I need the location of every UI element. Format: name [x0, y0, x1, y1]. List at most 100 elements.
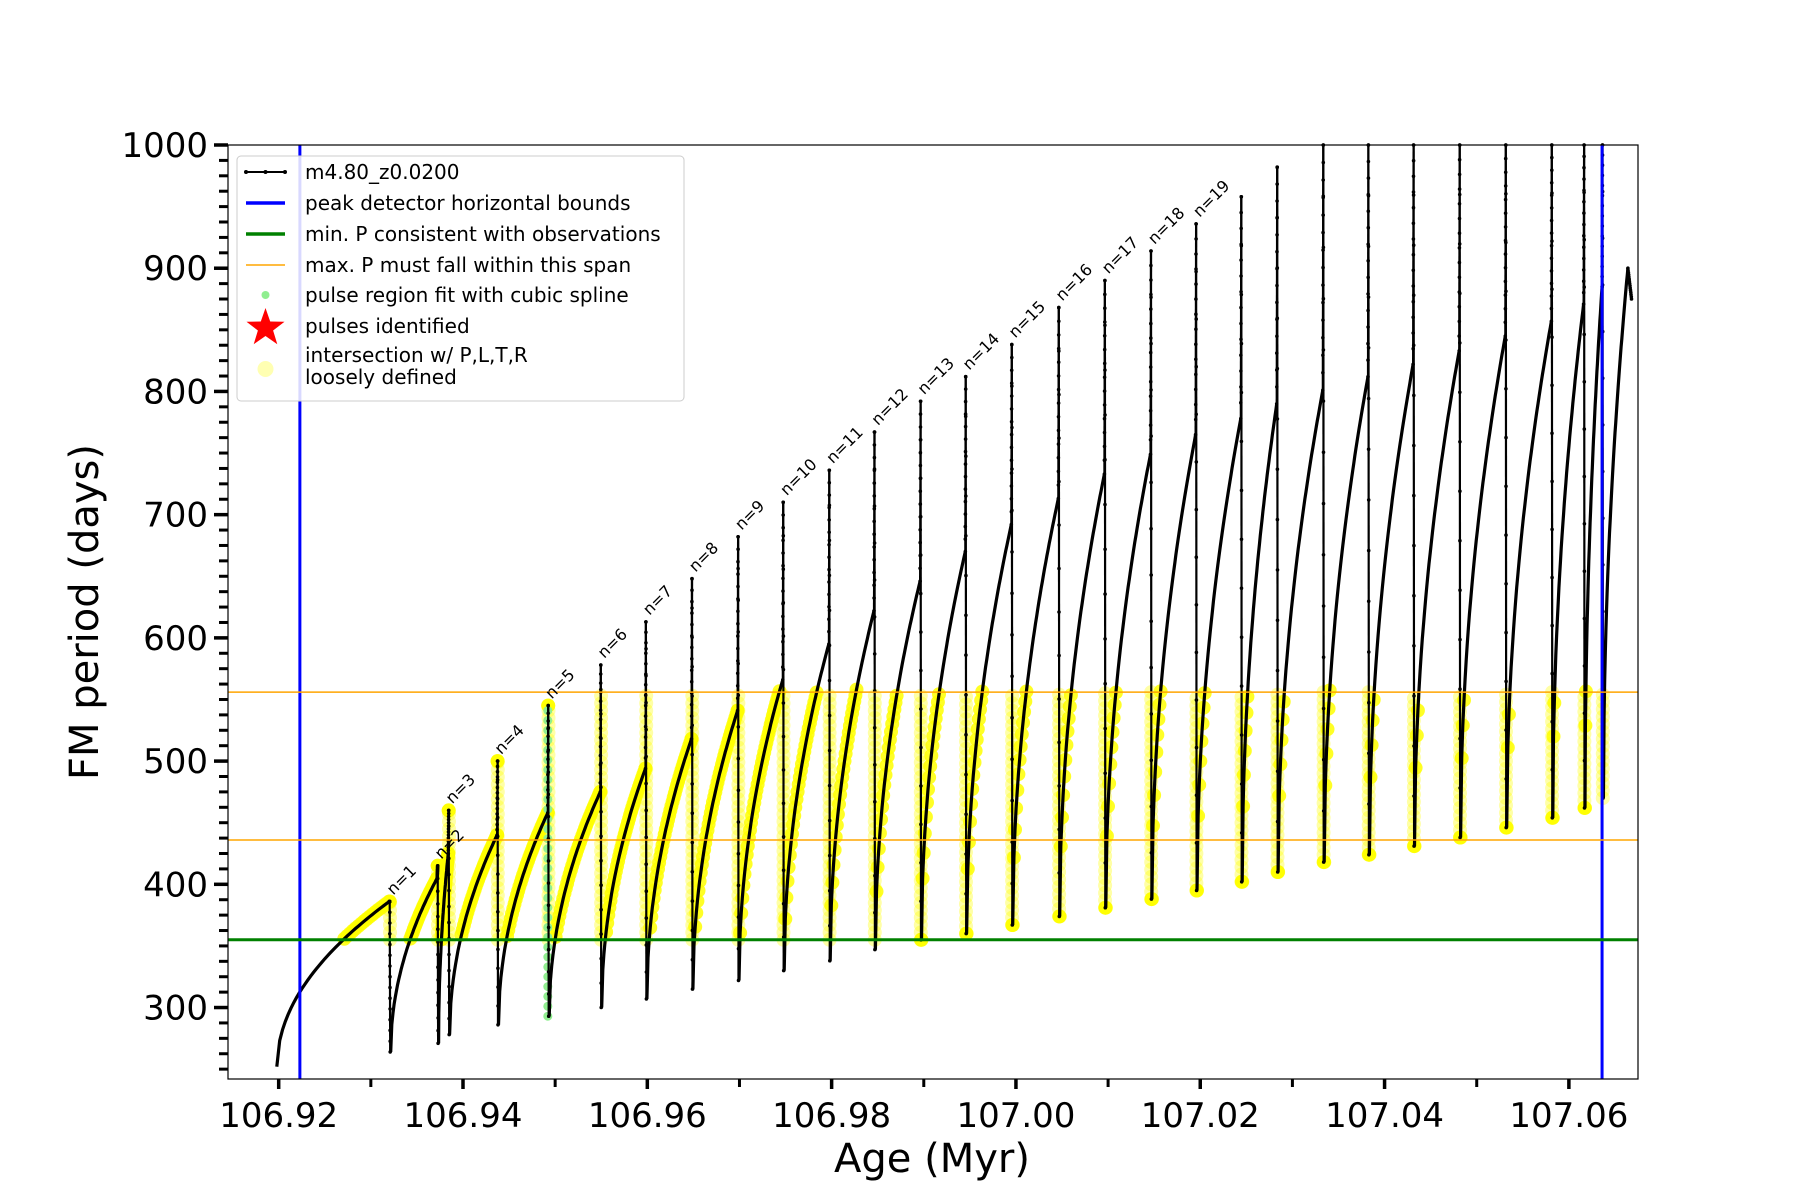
track-point	[690, 694, 694, 698]
track-point	[644, 754, 648, 759]
track-point	[1504, 289, 1508, 294]
track-point	[495, 834, 500, 839]
track-point	[644, 700, 648, 705]
track-cycle	[782, 643, 831, 971]
track-point	[1411, 293, 1416, 298]
track-point	[546, 970, 551, 974]
track-point	[827, 783, 832, 788]
track-point	[388, 985, 392, 990]
track-point	[1366, 548, 1371, 553]
track-point	[781, 567, 786, 571]
track-point	[1550, 431, 1554, 436]
track-point	[1194, 269, 1198, 274]
track-point	[1275, 517, 1280, 522]
track-point	[1010, 550, 1014, 554]
track-point	[1194, 222, 1198, 226]
track-point	[1010, 633, 1014, 637]
track-point	[964, 613, 968, 618]
track-point	[1149, 295, 1153, 300]
track-point	[1103, 502, 1107, 507]
track-point	[495, 797, 500, 801]
track-cycle	[437, 853, 450, 1044]
track-point	[827, 573, 832, 578]
track-point	[690, 840, 695, 845]
pulse-label: n=18	[1144, 203, 1188, 247]
track-point	[1504, 192, 1508, 196]
track-point	[599, 761, 603, 765]
pulse-label: n=9	[731, 496, 768, 533]
track-point	[1149, 665, 1153, 670]
track-point	[1504, 533, 1508, 537]
reference-lines-layer	[228, 145, 1638, 1079]
track-point	[873, 800, 877, 804]
track-point	[736, 535, 740, 539]
track-point	[964, 534, 968, 538]
track-point	[644, 835, 648, 840]
track-point	[1275, 266, 1280, 270]
track-point	[781, 634, 786, 638]
track-cycle	[1505, 320, 1553, 828]
track-point	[1550, 287, 1554, 292]
track-point	[388, 942, 392, 947]
track-point	[546, 748, 551, 752]
track-point	[546, 792, 551, 797]
pulse-label: n=19	[1189, 176, 1233, 220]
track-point	[496, 928, 500, 933]
track-point	[1103, 278, 1107, 283]
legend-item-spline: pulse region fit with cubic spline	[261, 283, 629, 307]
track-point	[546, 703, 550, 708]
track-point	[1103, 547, 1107, 552]
track-point	[644, 673, 648, 678]
track-point	[1550, 623, 1554, 628]
track-point	[1366, 396, 1371, 401]
x-tick-label: 106.96	[588, 1096, 707, 1136]
track-point	[644, 862, 648, 866]
track-cycle	[1011, 498, 1060, 926]
track-point	[387, 899, 392, 904]
track-point	[599, 810, 603, 814]
legend-box	[236, 155, 685, 402]
track-point	[1550, 191, 1554, 195]
track-point	[1412, 694, 1416, 698]
track-point	[1239, 586, 1244, 590]
track-point	[781, 500, 785, 505]
y-tick-label: 300	[143, 989, 208, 1029]
track-point	[1458, 588, 1462, 592]
track-cycle	[1601, 268, 1630, 799]
track-point	[1194, 555, 1199, 559]
track-point	[827, 538, 832, 543]
track-point	[736, 883, 741, 888]
track-point	[963, 374, 968, 379]
track-point	[1582, 616, 1587, 621]
track-point	[1194, 412, 1198, 417]
track-point	[690, 606, 694, 610]
track-point	[1010, 425, 1014, 430]
track-point	[1321, 450, 1326, 455]
track-point	[1582, 569, 1587, 573]
track-point	[1550, 239, 1554, 243]
track-point	[1010, 508, 1014, 513]
track-point	[827, 468, 832, 473]
legend-label: max. P must fall within this span	[305, 253, 631, 277]
track-point	[1057, 784, 1061, 788]
track-point	[1412, 543, 1416, 548]
track-point	[1010, 591, 1014, 596]
track-point	[827, 608, 832, 613]
pulse-label: n=6	[594, 625, 631, 662]
track-point	[1275, 568, 1280, 572]
track-cycle	[828, 610, 876, 961]
legend-label: pulses identified	[305, 314, 470, 338]
track-point	[1057, 653, 1061, 658]
pulse-label: n=11	[822, 423, 866, 467]
track-point	[872, 467, 877, 471]
track-point	[495, 853, 500, 858]
track-point	[1367, 650, 1371, 654]
track-point	[447, 920, 451, 925]
track-point	[1103, 681, 1107, 686]
track-point	[599, 932, 603, 936]
track-point	[496, 910, 500, 914]
track-point	[599, 687, 603, 692]
track-point	[918, 476, 923, 481]
track-cycle	[1551, 303, 1586, 818]
track-point	[1504, 387, 1508, 391]
